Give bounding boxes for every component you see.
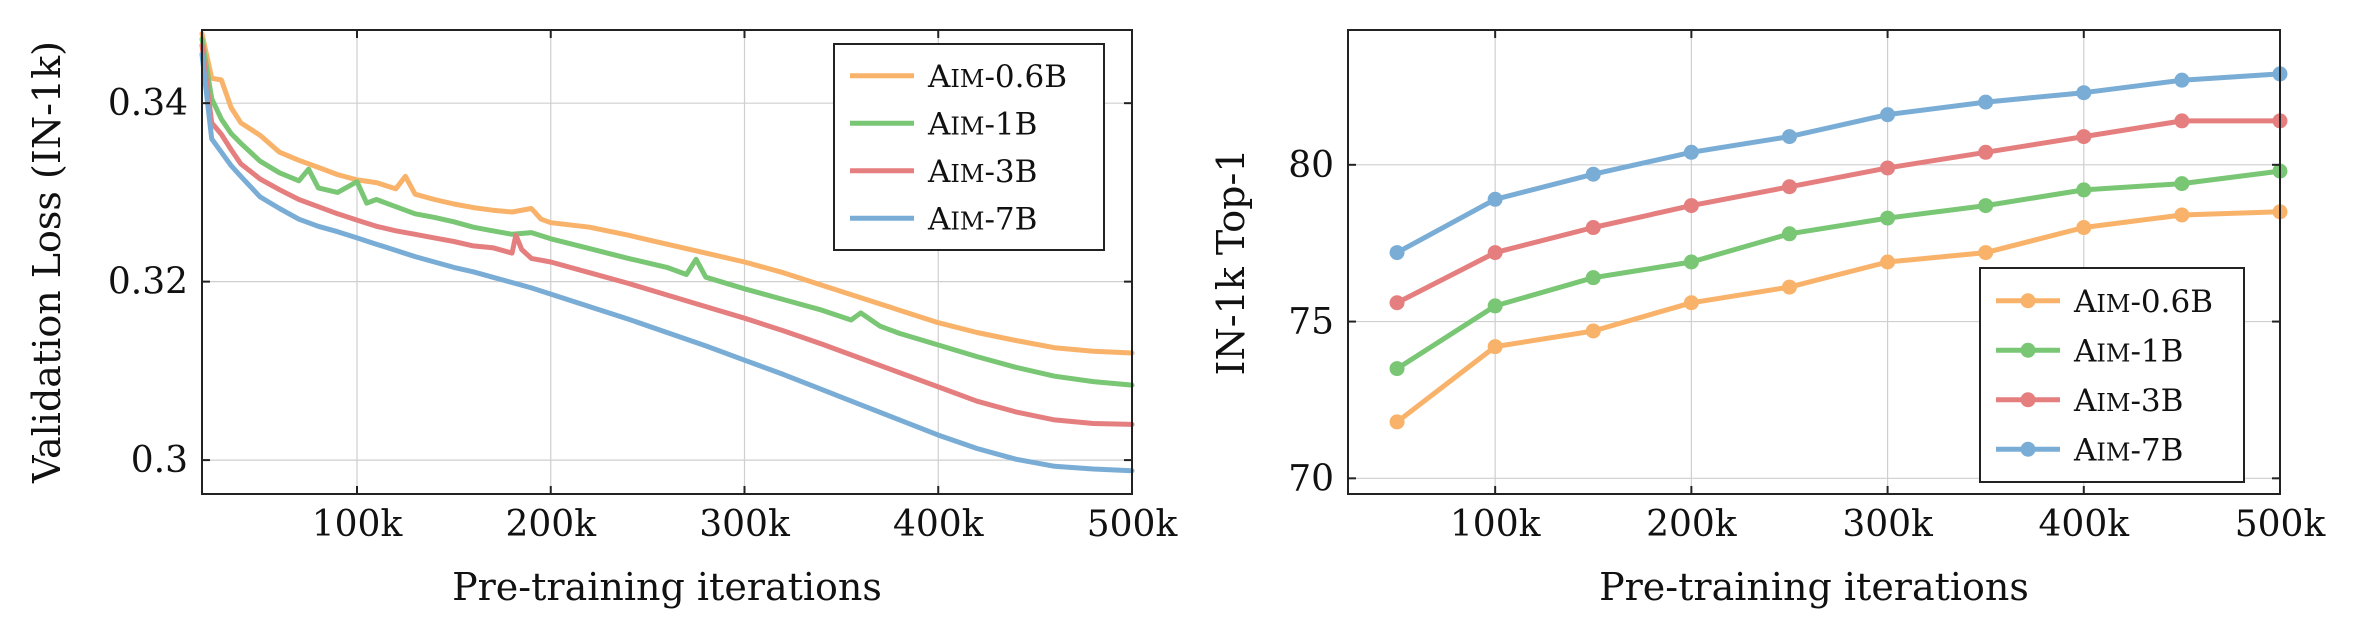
data-point [2076,129,2092,145]
data-point [1880,254,1896,270]
series-line-aim-0-6b [1394,209,2283,425]
x-axis-label: Pre-training iterations [1599,565,2029,609]
y-axis-label: Validation Loss (IN-1k) [25,41,69,484]
top1-accuracy-chart: 100k 200k 300k 400k 500k 70 75 80 Pre-training … [1209,29,2327,609]
legend-marker [2020,293,2036,309]
data-point [2076,220,2092,236]
data-point [1683,198,1699,214]
legend-label: AIM-3B [927,154,1037,190]
data-point [1880,107,1896,123]
data-point [1978,94,1994,110]
legend-box [833,43,1105,251]
data-point [1880,160,1896,176]
x-tick-label: 400k [893,504,985,545]
data-point [1487,298,1503,314]
data-point [1683,254,1699,270]
legend-label: AIM-1B [927,106,1037,142]
y-tick-label: 70 [1288,458,1334,499]
legend-marker [2020,342,2036,358]
validation-loss-chart: 100k 200k 300k 400k 500k 0.3 0.32 0.34 Pre-trai… [25,29,1179,609]
data-point [1781,179,1797,195]
y-tick-label: 75 [1288,302,1334,343]
data-point [1585,220,1601,236]
data-point [1781,279,1797,295]
data-point [2174,72,2190,88]
legend: AIM-0.6B AIM-1B AIM-3B AIM-7B [1979,267,2245,483]
data-point [1487,191,1503,207]
data-point [1389,414,1405,430]
series-line-aim-7b [199,51,1135,474]
series-line-aim-1b [199,36,1135,388]
x-tick-label: 200k [505,504,597,545]
legend-label: AIM-1B [2073,333,2183,369]
data-point [1978,144,1994,160]
y-tick-label: 0.34 [108,83,188,124]
series-line-aim-7b [1394,71,2283,256]
data-point [1585,166,1601,182]
data-point [1978,198,1994,214]
x-tick-label: 400k [2039,504,2131,545]
data-point [1880,210,1896,226]
legend-label: AIM-0.6B [2073,284,2213,320]
y-tick-label: 0.32 [108,262,188,303]
x-tick-label: 300k [1842,504,1934,545]
data-point [1683,144,1699,160]
series-line-aim-3b [199,42,1135,427]
x-tick-label: 100k [312,504,404,545]
data-point [1585,270,1601,286]
data-point [1585,323,1601,339]
x-tick-label: 300k [699,504,791,545]
x-axis-label: Pre-training iterations [452,565,882,609]
data-point [1389,245,1405,261]
legend-marker [2020,392,2036,408]
legend: AIM-0.6B AIM-1B AIM-3B AIM-7B [833,43,1105,251]
y-tick-label: 80 [1288,145,1334,186]
series-line-aim-0-6b [199,31,1135,356]
x-tick-label: 500k [1087,504,1179,545]
legend-label: AIM-0.6B [927,59,1067,95]
plot-frame [1347,29,2281,495]
y-axis-label: IN-1k Top-1 [1209,149,1253,376]
legend-label: AIM-3B [2073,383,2183,419]
data-point [2076,85,2092,101]
series-line-aim-1b [1394,168,2283,372]
data-point [1781,129,1797,145]
data-point [1781,226,1797,242]
x-tick-label: 200k [1646,504,1738,545]
data-point [2174,113,2190,129]
legend-label: AIM-7B [927,201,1037,237]
data-point [1389,295,1405,311]
data-point [1683,295,1699,311]
plot-frame [201,29,1133,495]
series-line-aim-3b [1394,118,2283,306]
data-point [1389,361,1405,377]
x-tick-label: 500k [2235,504,2327,545]
data-point [2076,182,2092,198]
y-tick-label: 0.3 [131,440,188,481]
x-tick-label: 100k [1450,504,1542,545]
data-point [2174,207,2190,223]
data-point [1487,245,1503,261]
data-point [1978,245,1994,261]
legend-marker [2020,441,2036,457]
legend-label: AIM-7B [2073,432,2183,468]
data-point [1487,339,1503,355]
data-point [2174,176,2190,192]
